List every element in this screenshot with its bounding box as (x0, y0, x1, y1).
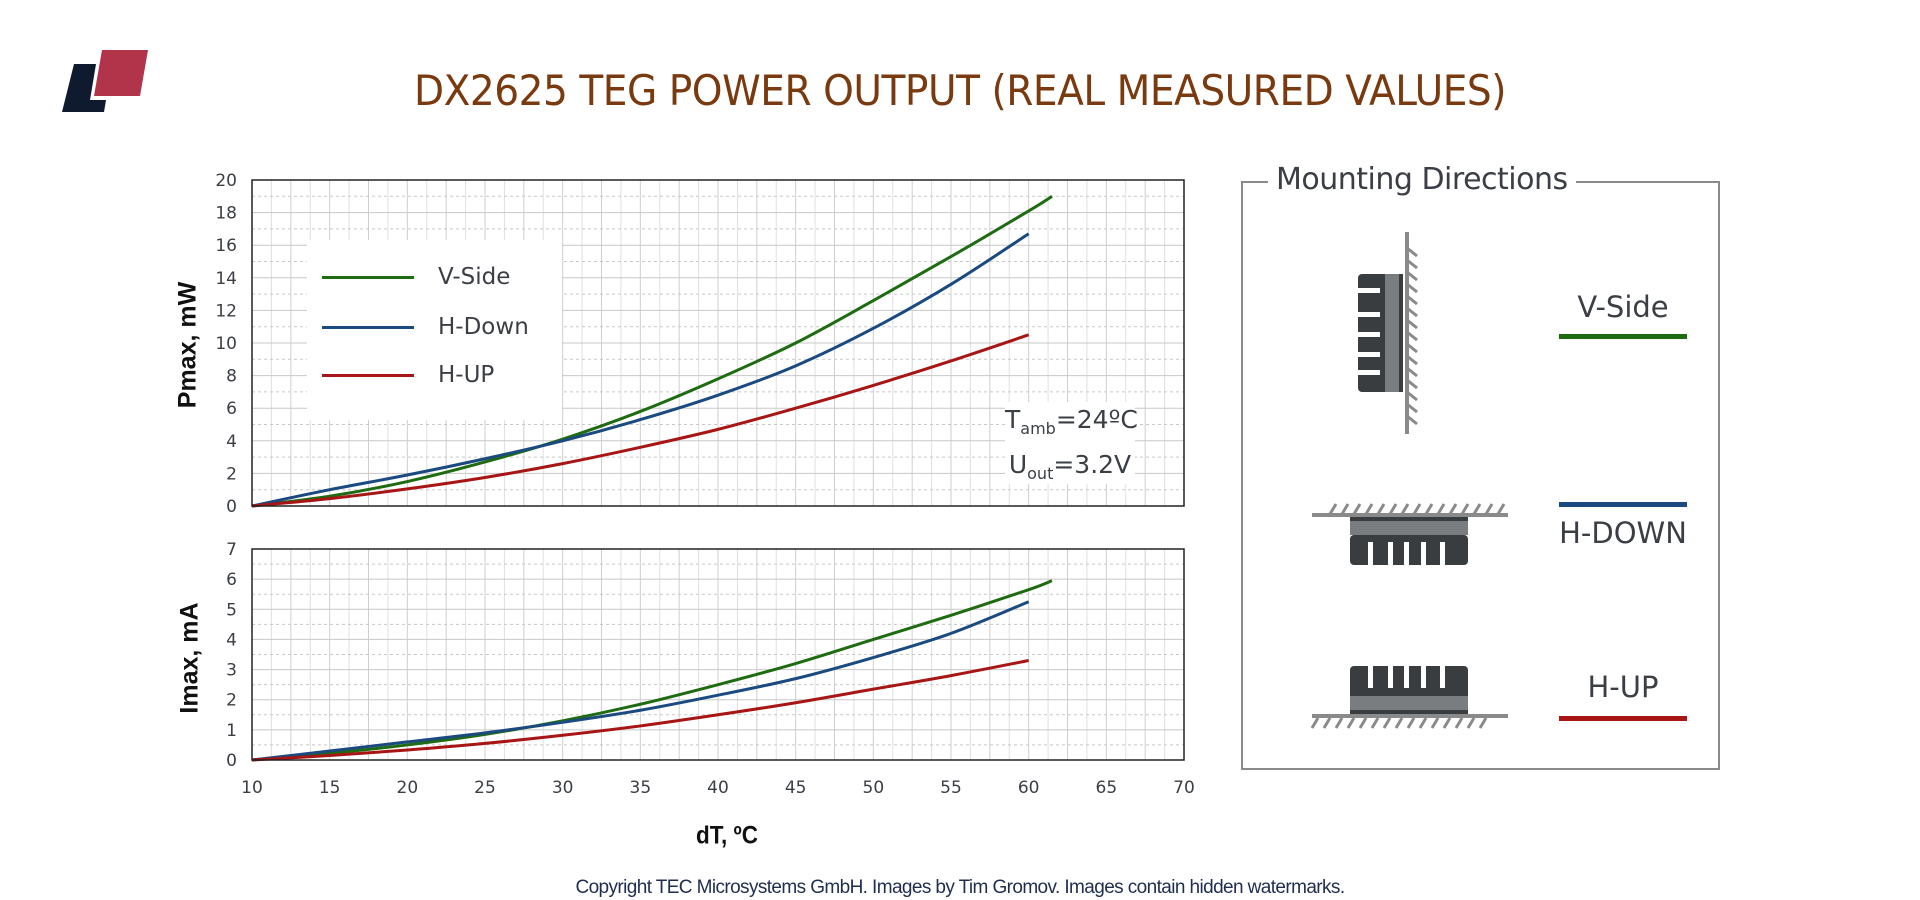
series-line-v-side (251, 195, 1053, 508)
horizontal-down-mount-icon (1312, 503, 1508, 565)
svg-text:18: 18 (215, 204, 237, 224)
page-title: DX2625 TEG POWER OUTPUT (REAL MEASURED V… (413, 66, 1507, 115)
ambient-temp-note: Tamb=24ºC (1005, 405, 1138, 438)
legend-item-v-side: V-Side (322, 264, 510, 290)
mount-key-v-side (1559, 334, 1687, 339)
logo-dark-shape (62, 64, 106, 112)
legend-line-h-down (322, 325, 414, 329)
svg-text:60: 60 (1018, 778, 1040, 798)
svg-text:65: 65 (1096, 778, 1118, 798)
svg-text:14: 14 (215, 269, 237, 289)
conditions-annotation: Tamb=24ºC Uout=3.2V (1005, 402, 1138, 484)
series-line-v-side (251, 579, 1053, 762)
mount-label-v-side: V-Side (1577, 290, 1669, 324)
svg-text:1: 1 (226, 721, 237, 741)
svg-text:10: 10 (241, 778, 263, 798)
svg-text:25: 25 (474, 778, 496, 798)
pmax-axis-label: Pmax, mW (173, 281, 202, 409)
svg-text:8: 8 (226, 367, 237, 387)
horizontal-up-mount-icon (1310, 666, 1508, 729)
svg-text:16: 16 (215, 236, 237, 256)
svg-text:3: 3 (226, 661, 237, 681)
series-line-h-down (251, 600, 1030, 762)
output-voltage-note: Uout=3.2V (1008, 450, 1132, 483)
svg-text:6: 6 (226, 399, 237, 419)
svg-text:15: 15 (319, 778, 341, 798)
mount-key-h-up (1559, 716, 1687, 721)
imax-axis-label: Imax, mA (175, 602, 204, 714)
svg-text:55: 55 (940, 778, 962, 798)
svg-text:4: 4 (226, 630, 237, 650)
logo-red-shape (94, 50, 148, 96)
series-line-h-up (251, 333, 1030, 508)
x-axis-ticks: 10 15 20 25 30 35 40 45 50 55 60 65 70 (241, 778, 1195, 798)
legend-label-h-down: H-Down (438, 314, 529, 340)
svg-text:20: 20 (215, 171, 237, 191)
chart-legend: V-Side H-Down H-UP (307, 240, 562, 420)
svg-text:2: 2 (226, 464, 237, 484)
svg-text:2: 2 (226, 691, 237, 711)
svg-text:5: 5 (226, 600, 237, 620)
legend-label-h-up: H-UP (438, 362, 495, 388)
mount-label-h-down: H-DOWN (1559, 516, 1687, 550)
svg-text:4: 4 (226, 432, 237, 452)
legend-item-h-up: H-UP (322, 362, 494, 388)
mounting-directions-title: Mounting Directions (1268, 162, 1576, 197)
vertical-side-mount-icon (1358, 232, 1418, 434)
svg-text:70: 70 (1173, 778, 1195, 798)
svg-text:35: 35 (630, 778, 652, 798)
svg-text:12: 12 (215, 301, 237, 321)
svg-text:0: 0 (226, 497, 237, 517)
legend-line-v-side (322, 275, 414, 279)
mount-label-h-up: H-UP (1587, 670, 1659, 704)
svg-text:50: 50 (863, 778, 885, 798)
legend-line-h-up (322, 373, 414, 377)
svg-text:7: 7 (226, 540, 237, 560)
svg-text:10: 10 (215, 334, 237, 354)
mount-key-h-down (1559, 502, 1687, 507)
brand-logo (62, 50, 148, 112)
svg-text:20: 20 (397, 778, 419, 798)
series-line-h-down (251, 232, 1030, 508)
legend-item-h-down: H-Down (322, 314, 529, 340)
svg-text:45: 45 (785, 778, 807, 798)
imax-chart: 0 1 2 3 4 5 6 7 (226, 540, 1185, 771)
dt-axis-label: dT, ºC (696, 821, 758, 850)
copyright-notice: Copyright TEC Microsystems GmbH. Images … (575, 877, 1345, 898)
svg-text:40: 40 (707, 778, 729, 798)
series-line-h-up (251, 659, 1029, 762)
legend-label-v-side: V-Side (438, 264, 511, 290)
svg-text:6: 6 (226, 570, 237, 590)
svg-text:0: 0 (226, 751, 237, 771)
svg-text:30: 30 (552, 778, 574, 798)
